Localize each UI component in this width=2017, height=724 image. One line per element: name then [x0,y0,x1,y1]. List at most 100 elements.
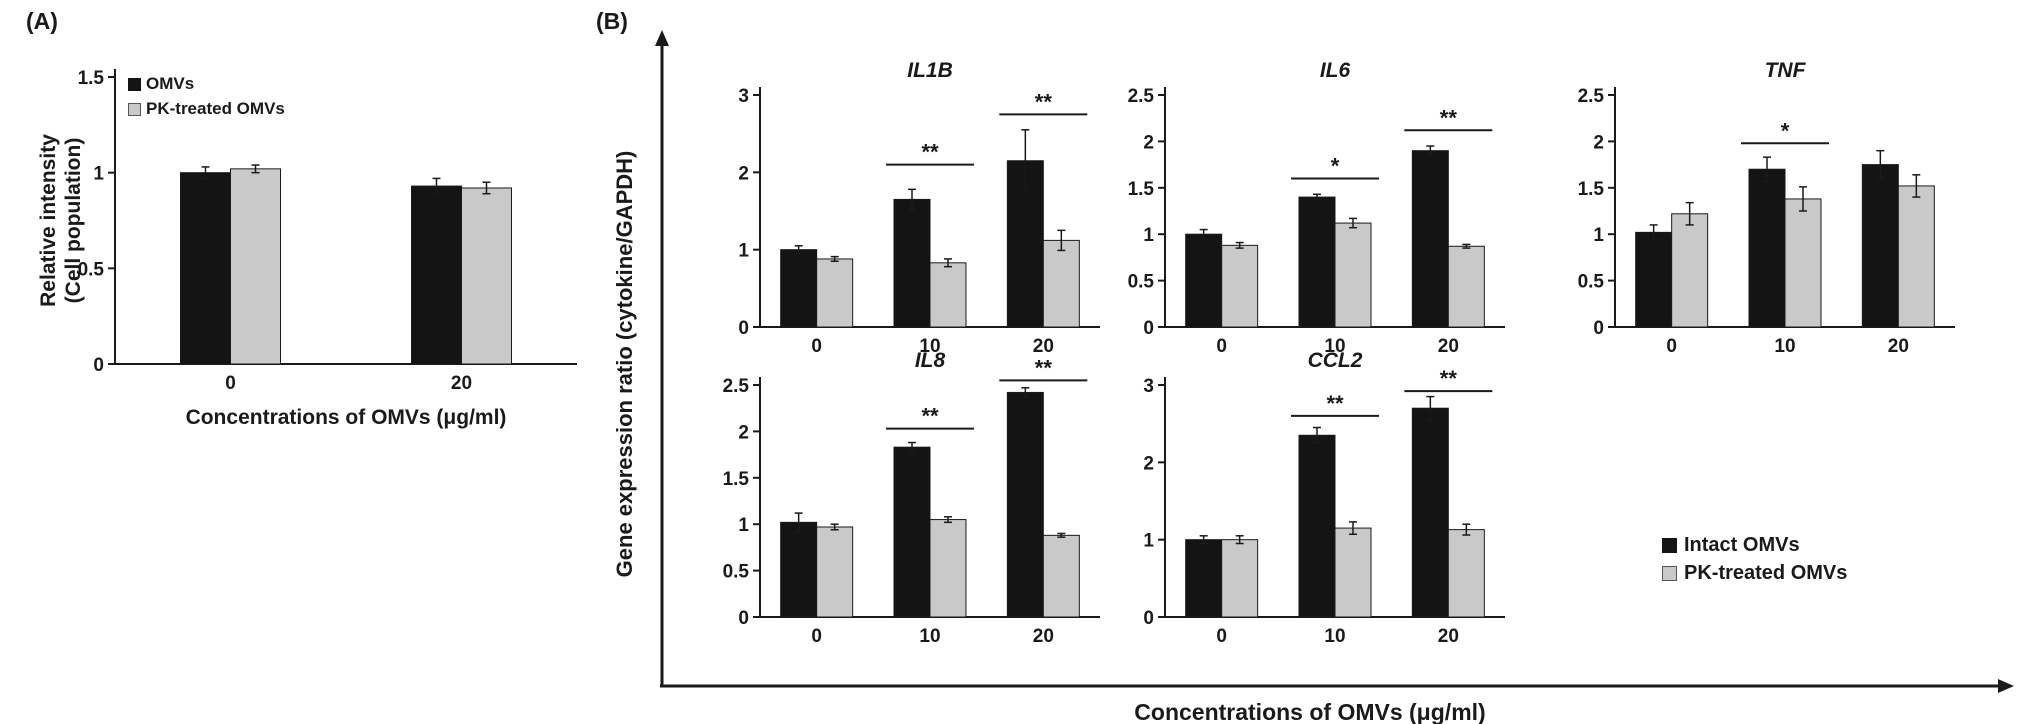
panel-a-label: (A) [26,8,58,34]
y-tick-label: 1 [1593,225,1604,246]
y-tick-label: 1.5 [1128,179,1155,200]
panel-b-y-axis-label: Gene expression ratio (cytokine/GAPDH) [612,151,637,578]
y-tick-label: 1.5 [78,68,105,89]
bar-IL8-10-s1 [929,519,967,618]
y-tick-label: 2 [1593,132,1604,153]
bar-CCL2-20-s1 [1447,529,1485,618]
chart-title: IL8 [915,349,946,372]
bar-IL1B-20-s1 [1042,239,1080,328]
bar-CCL2-20-s0 [1411,407,1449,618]
bar-A-0-s0 [180,172,231,365]
bar-A-0-s1 [230,168,281,365]
bar-IL1B-0-s0 [780,249,818,328]
y-tick-label: 3 [738,86,749,107]
bar-IL8-0-s1 [816,526,854,618]
legend-label: OMVs [146,74,195,93]
chart-panel-a: 0 0.5 1 1.5 0 20 Relative intensity (Cell popul… [37,40,597,465]
bar-chart-IL8: 0 0.5 1 1.5 2 2.5 0 10 20 ** ** IL8 [723,349,1100,647]
y-tick-label: 2 [1143,453,1154,474]
chart-title: TNF [1765,59,1807,82]
x-tick-label: 0 [811,336,822,357]
bar-IL8-20-s0 [1006,391,1044,618]
bar-IL8-20-s1 [1042,534,1080,618]
bar-TNF-0-s1 [1671,213,1709,328]
x-tick-label: 0 [811,626,822,647]
chart-tnf: 0 0.5 1 1.5 2 2.5 0 10 20 * TNF [1567,55,1967,370]
legend-label: PK-treated OMVs [1684,562,1848,584]
y-tick-label: 2 [1143,132,1154,153]
legend-item-pk-omvs: PK-treated OMVs [128,99,285,119]
bar-CCL2-10-s0 [1298,434,1336,618]
bar-IL6-10-s0 [1298,196,1336,328]
y-tick-label: 0 [1593,318,1604,339]
x-tick-label: 10 [1324,336,1345,357]
y-tick-label: 2.5 [723,376,750,397]
chart-il8: 0 0.5 1 1.5 2 2.5 0 10 20 ** ** IL8 [712,345,1112,660]
chart-title: IL6 [1320,59,1351,82]
chart-il1b: 0 1 2 3 0 10 20 ** ** IL1B [712,55,1112,370]
bar-A-20-s1 [461,187,512,365]
bar-chart-A: 0 0.5 1 1.5 0 20 Relative intensity (Cell popul… [37,68,577,429]
bar-IL8-0-s0 [780,521,818,618]
bar-CCL2-0-s1 [1221,539,1259,618]
panel-b-x-axis-label: Concentrations of OMVs (μg/ml) [1134,699,1485,724]
y-tick-label: 0 [738,608,749,629]
significance-label: ** [1035,355,1053,380]
y-tick-label: 1 [1143,531,1154,552]
bar-chart-IL6: 00.511.522.50 10 20***IL6 [1128,59,1505,357]
y-tick-label: 0 [1143,318,1154,339]
y-tick-label: 0.5 [1128,272,1155,293]
legend-item-intact-omvs: Intact OMVs [1662,534,1847,557]
bar-IL6-0-s0 [1185,233,1223,328]
y-tick-label: 1 [738,515,749,536]
legend-swatch-black-icon [128,77,141,91]
bar-CCL2-0-s0 [1185,539,1223,618]
significance-label: ** [1440,105,1458,130]
y-tick-label: 2.5 [1128,86,1155,107]
bar-IL6-10-s1 [1334,222,1372,328]
legend-label: PK-treated OMVs [146,99,285,118]
bar-IL6-20-s1 [1447,245,1485,328]
bar-chart-CCL2: 0 1 2 3 0 10 20 ** ** CCL2 [1143,349,1505,647]
bar-chart-TNF: 0 0.5 1 1.5 2 2.5 0 10 20 * TNF [1578,59,1955,357]
arrow-up-icon [655,30,669,46]
legend-swatch-gray-icon [1662,566,1677,581]
y-tick-label: 1 [1143,225,1154,246]
x-tick-label: 20 [1438,336,1459,357]
bar-chart-IL1B: 0 1 2 3 0 10 20 ** ** IL1B [738,59,1100,357]
panel-b-axes-svg: Gene expression ratio (cytokine/GAPDH) Co… [612,30,2014,724]
significance-label: ** [1326,391,1344,416]
y-tick-label: 0.5 [78,259,105,280]
y-axis-label: Relative intensity [37,134,60,307]
significance-label: * [1331,154,1340,179]
x-axis-label: Concentrations of OMVs (μg/ml) [186,406,507,429]
bar-TNF-20-s0 [1861,164,1899,328]
bar-IL1B-10-s0 [893,198,931,328]
significance-label: ** [1440,366,1458,391]
significance-label: ** [1035,89,1053,114]
x-tick-label: 0 [1216,336,1227,357]
y-tick-label: 1 [93,164,104,185]
x-tick-label: 20 [451,373,472,394]
y-tick-label: 0.5 [723,562,750,583]
legend-swatch-black-icon [1662,538,1677,553]
significance-label: * [1781,118,1790,143]
significance-label: ** [921,140,939,165]
x-tick-label: 20 [1033,626,1054,647]
x-tick-label: 10 [919,336,940,357]
panel-a-legend: OMVs PK-treated OMVs [128,74,285,119]
chart-il6: 0 0.5 1 1.5 2 2.5 0 10 20 * ** IL6 [1117,55,1517,370]
bar-CCL2-10-s1 [1334,527,1372,618]
legend-item-omvs: OMVs [128,74,285,94]
bar-TNF-10-s0 [1748,168,1786,328]
chart-ccl2: 0 1 2 3 0 10 20 ** ** CCL2 [1117,345,1517,660]
y-axis-label: (Cell population) [62,138,85,304]
bar-TNF-20-s1 [1897,185,1935,328]
legend-item-pk-treated-omvs: PK-treated OMVs [1662,562,1847,585]
y-tick-label: 1.5 [723,469,750,490]
bar-IL6-20-s0 [1411,150,1449,328]
y-tick-label: 2 [738,163,749,184]
y-tick-label: 0 [1143,608,1154,629]
panel-b-axes: Gene expression ratio (cytokine/GAPDH) Co… [598,28,2017,724]
